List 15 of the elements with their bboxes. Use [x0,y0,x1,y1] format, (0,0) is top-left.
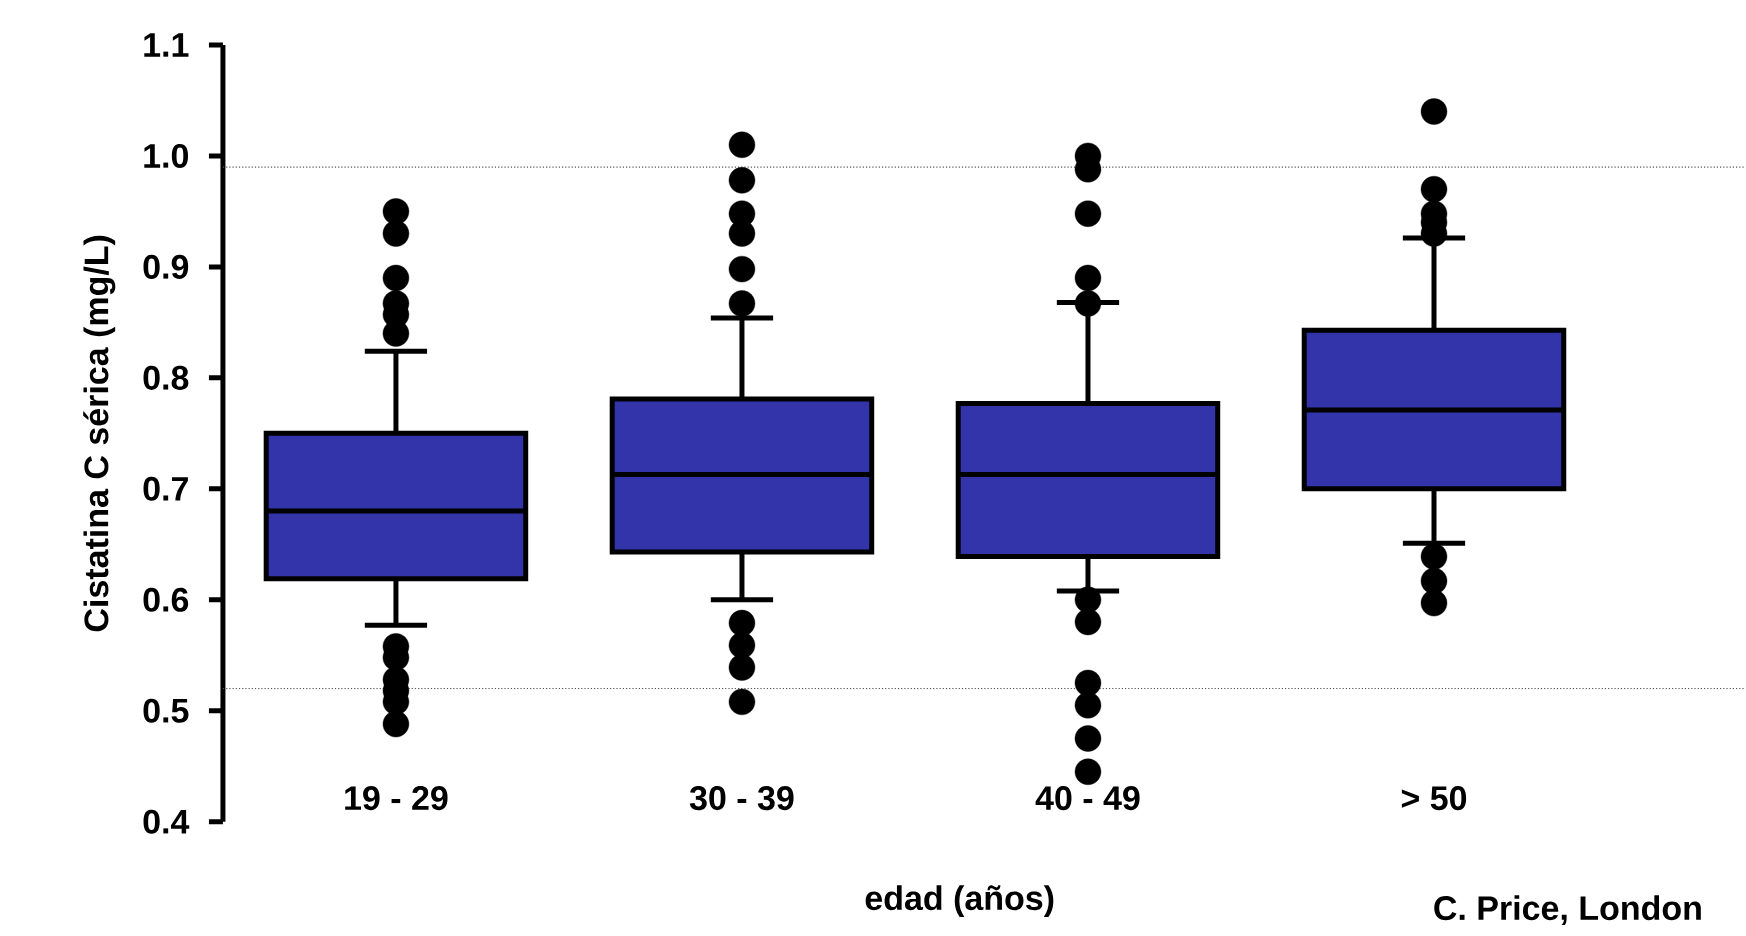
y-tick-label: 0.6 [143,587,189,612]
y-tick-label: 1.1 [144,33,189,57]
text: C. Price, London [1434,895,1701,925]
y-tick-label: 0.7 [143,476,188,501]
y-tick-label: 1.0 [144,143,189,168]
y-axis-title: Cistatina C sérica (mg/L) [83,235,116,631]
y-tick-label: 0.8 [143,365,189,390]
y-tick-label: 0.5 [143,698,189,723]
x-tick-label: 19 - 29 [345,785,448,810]
y-tick-label: 0.4 [143,809,190,834]
x-axis-title: edad (años) [865,885,1054,917]
y-tick-label: 0.9 [143,254,189,279]
x-tick-label: 30 - 39 [689,785,794,810]
x-tick-label: 40 - 49 [1035,785,1140,810]
x-tick-label: > 50 [1401,785,1467,810]
